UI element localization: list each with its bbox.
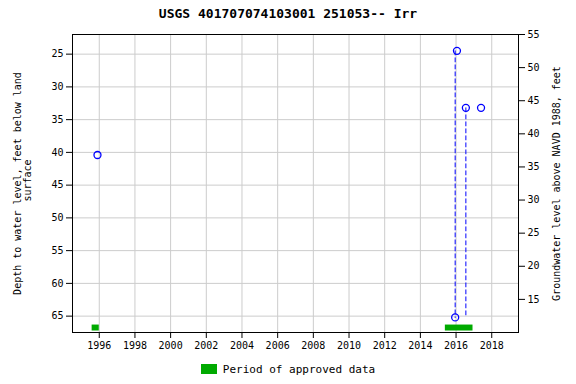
svg-text:2002: 2002 [194, 340, 218, 351]
svg-text:2010: 2010 [337, 340, 361, 351]
svg-text:35: 35 [528, 161, 540, 172]
svg-text:2008: 2008 [301, 340, 325, 351]
svg-text:50: 50 [528, 62, 540, 73]
svg-text:35: 35 [51, 114, 63, 125]
svg-text:Depth to water level, feet bel: Depth to water level, feet below land su… [12, 72, 33, 295]
html-text:Period of approved data: Period of approved data [222, 362, 376, 376]
svg-text:30: 30 [51, 81, 63, 92]
html-text:USGS 401707074103001 251053--: USGS 401707074103001 251053-- Irr [158, 6, 418, 21]
svg-text:2004: 2004 [230, 340, 254, 351]
svg-text:50: 50 [51, 212, 63, 223]
svg-text:40: 40 [51, 147, 63, 158]
svg-text:2000: 2000 [159, 340, 183, 351]
svg-text:2016: 2016 [444, 340, 468, 351]
svg-text:2018: 2018 [480, 340, 504, 351]
svg-text:45: 45 [528, 95, 540, 106]
svg-text:1996: 1996 [87, 340, 111, 351]
svg-text:55: 55 [528, 29, 540, 40]
svg-text:Groundwater level above NAVD 1: Groundwater level above NAVD 1988, feet [551, 66, 562, 301]
svg-text:55: 55 [51, 245, 63, 256]
svg-text:1998: 1998 [123, 340, 147, 351]
svg-text:60: 60 [51, 278, 63, 289]
svg-text:2012: 2012 [373, 340, 397, 351]
svg-text:20: 20 [528, 260, 540, 271]
svg-text:40: 40 [528, 128, 540, 139]
svg-text:65: 65 [51, 310, 63, 321]
svg-text:2006: 2006 [266, 340, 290, 351]
svg-text:25: 25 [528, 227, 540, 238]
svg-text:2014: 2014 [408, 340, 432, 351]
svg-text:30: 30 [528, 194, 540, 205]
svg-text:45: 45 [51, 179, 63, 190]
svg-text:25: 25 [51, 48, 63, 59]
svg-text:15: 15 [528, 294, 540, 305]
